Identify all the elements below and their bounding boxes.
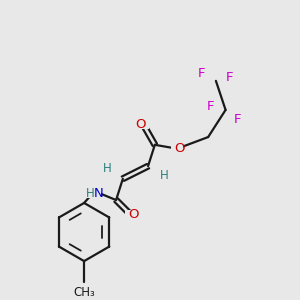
Text: CH₃: CH₃ bbox=[73, 286, 95, 298]
Bar bbox=[160, 172, 170, 180]
Text: F: F bbox=[206, 100, 214, 112]
Bar bbox=[125, 210, 136, 219]
Bar bbox=[83, 188, 100, 198]
Text: F: F bbox=[226, 71, 233, 84]
Text: F: F bbox=[198, 67, 205, 80]
Text: H: H bbox=[85, 187, 94, 200]
Bar bbox=[137, 120, 149, 129]
Text: H: H bbox=[103, 162, 112, 175]
Text: F: F bbox=[233, 113, 241, 126]
Text: O: O bbox=[128, 208, 139, 221]
Bar bbox=[171, 144, 183, 154]
Text: O: O bbox=[135, 118, 146, 131]
Text: N: N bbox=[94, 187, 104, 200]
Bar bbox=[103, 164, 112, 172]
Text: O: O bbox=[174, 142, 184, 155]
Text: H: H bbox=[160, 169, 169, 182]
